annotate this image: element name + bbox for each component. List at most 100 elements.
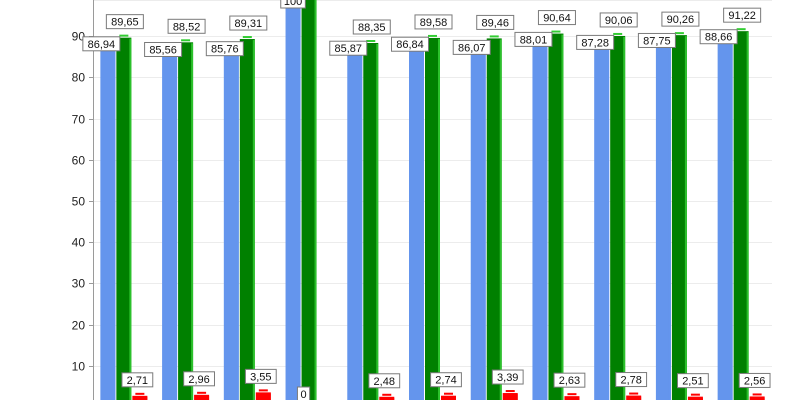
bar-edge xyxy=(315,0,317,400)
bar-green xyxy=(240,39,255,400)
data-label: 85,56 xyxy=(149,44,177,56)
y-tick-label: 50 xyxy=(72,195,86,209)
bar-green xyxy=(425,38,440,400)
bar-red xyxy=(688,397,703,400)
data-label: 2,56 xyxy=(744,375,765,387)
data-label: 0 xyxy=(300,389,306,400)
bar-edge xyxy=(639,397,641,400)
data-label: 2,63 xyxy=(559,375,580,387)
bars xyxy=(100,0,764,400)
bar-green xyxy=(548,34,563,400)
data-label: 86,94 xyxy=(88,39,116,51)
bar-blue xyxy=(347,53,362,400)
y-tick-label: 10 xyxy=(72,360,86,374)
data-label: 88,52 xyxy=(173,21,201,33)
data-label: 88,66 xyxy=(705,32,733,44)
data-label: 2,51 xyxy=(682,376,703,388)
bar-edge xyxy=(747,32,749,400)
bar-edge xyxy=(500,39,502,400)
data-label: 89,58 xyxy=(420,17,448,29)
bar-red xyxy=(194,395,209,400)
y-axis: 102030405060708090 xyxy=(72,0,94,400)
data-label: 89,31 xyxy=(235,18,263,30)
data-label: 2,48 xyxy=(374,376,395,388)
bar-blue xyxy=(718,42,733,400)
bar-edge xyxy=(376,44,378,400)
bar-green xyxy=(734,31,749,400)
data-label: 2,71 xyxy=(127,375,148,387)
bar-edge xyxy=(438,39,440,400)
data-label: 88,35 xyxy=(358,22,386,34)
y-tick-label: 70 xyxy=(72,113,86,127)
data-label: 3,39 xyxy=(497,372,518,384)
bar-edge xyxy=(299,0,301,400)
bar-red xyxy=(132,396,147,400)
bar-edge xyxy=(269,393,271,400)
bar-edge xyxy=(237,55,239,400)
data-label: 87,28 xyxy=(581,37,609,49)
data-label: 85,87 xyxy=(335,43,363,55)
data-label: 85,76 xyxy=(211,44,239,56)
bar-blue xyxy=(162,54,177,400)
bar-edge xyxy=(561,35,563,400)
bar-edge xyxy=(545,45,547,400)
data-label: 3,55 xyxy=(250,371,271,383)
data-label: 90,64 xyxy=(543,13,571,25)
bar-edge xyxy=(360,54,362,400)
bar-edge xyxy=(253,40,255,400)
bar-edge xyxy=(207,396,209,400)
bar-green xyxy=(610,36,625,400)
bar-green xyxy=(116,38,131,400)
y-tick-label: 40 xyxy=(72,236,86,250)
bar-edge xyxy=(516,394,518,400)
y-tick-label: 60 xyxy=(72,154,86,168)
bar-edge xyxy=(623,37,625,400)
data-label: 100 xyxy=(284,0,302,8)
bar-red xyxy=(626,396,641,400)
bar-red xyxy=(256,392,271,400)
data-label: 2,96 xyxy=(188,374,209,386)
bar-green xyxy=(178,42,193,400)
bar-green xyxy=(672,35,687,400)
bar-blue xyxy=(471,52,486,400)
data-label: 90,26 xyxy=(667,14,695,26)
bar-red xyxy=(750,396,765,400)
bar-blue xyxy=(409,49,424,400)
y-tick-label: 80 xyxy=(72,71,86,85)
bar-edge xyxy=(175,55,177,400)
bar-green xyxy=(302,0,317,400)
data-label: 87,75 xyxy=(643,35,671,47)
bar-blue xyxy=(532,44,547,400)
data-label: 86,84 xyxy=(396,39,424,51)
data-label: 86,07 xyxy=(458,42,486,54)
bar-edge xyxy=(129,39,131,400)
bar-green xyxy=(363,43,378,400)
bar-red xyxy=(503,393,518,400)
y-tick-label: 20 xyxy=(72,319,86,333)
bar-blue xyxy=(286,0,301,400)
bar-edge xyxy=(731,43,733,400)
data-label: 91,22 xyxy=(728,10,756,22)
data-label: 89,65 xyxy=(111,17,139,29)
bar-blue xyxy=(656,45,671,400)
data-label: 90,06 xyxy=(605,15,633,27)
bar-edge xyxy=(191,43,193,400)
bar-green xyxy=(487,38,502,400)
bar-blue xyxy=(594,47,609,400)
bar-red xyxy=(564,396,579,400)
bar-edge xyxy=(669,46,671,400)
bar-blue xyxy=(224,54,239,400)
data-label: 88,01 xyxy=(520,34,548,46)
bar-blue xyxy=(100,49,115,400)
y-tick-label: 30 xyxy=(72,277,86,291)
bar-edge xyxy=(607,48,609,400)
bar-edge xyxy=(422,50,424,400)
bar-red xyxy=(441,396,456,400)
bar-edge xyxy=(113,50,115,400)
data-label: 89,46 xyxy=(481,17,509,29)
data-label: 2,78 xyxy=(620,375,641,387)
bar-edge xyxy=(685,36,687,400)
data-label: 2,74 xyxy=(435,375,456,387)
